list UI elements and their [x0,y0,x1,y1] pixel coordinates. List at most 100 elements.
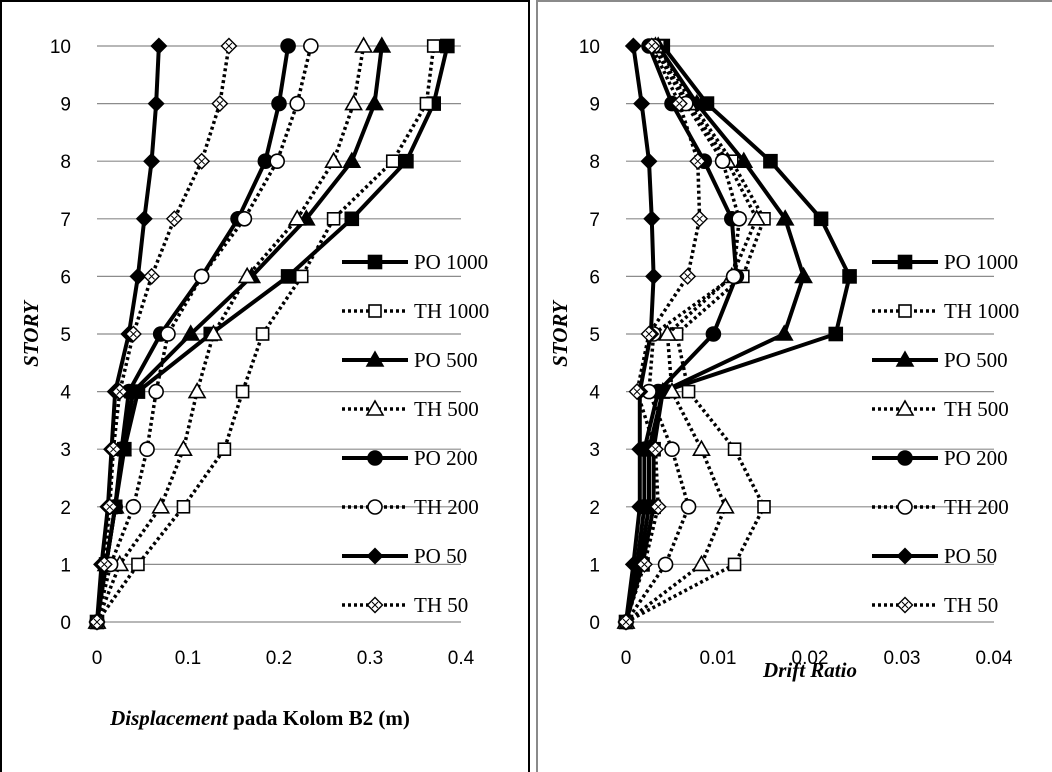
disp-point-th-1000 [217,442,232,457]
drift-legend-marker [897,450,913,466]
disp-legend-item-po-500: PO 500 [342,348,478,372]
drift-point-po-50 [643,210,661,228]
disp-point-th-500 [151,497,171,514]
disp-point-th-1000 [385,154,400,168]
drift-point-po-1000 [813,211,829,227]
drift-y-tick-label: 0 [589,613,600,634]
drift-point-po-50-shape [624,37,642,55]
drift-y-tick-label: 2 [589,498,600,519]
drift-ratio-chart: 0 1 2 3 4 5 6 7 8 9 10 0 0.01 0.02 0.03 0.04 PO 1000 TH … [548,36,1019,682]
disp-point-po-50-shape [143,152,161,170]
drift-point-th-50 [643,37,661,55]
disp-point-th-50 [211,95,229,113]
drift-x-tick-label: 0.01 [700,648,737,669]
disp-point-th-50 [111,383,129,401]
drift-point-th-50 [628,383,646,401]
displacement-x-axis-label: Displacement pada Kolom B2 (m) [109,706,410,730]
drift-point-th-50-cross [633,388,641,395]
drift-legend-item-th-1000: TH 1000 [872,299,1019,323]
drift-point-th-500 [662,381,682,399]
disp-point-po-500 [372,36,392,53]
drift-point-po-500 [734,151,754,168]
drift-y-tick-label: 3 [589,440,600,461]
disp-point-th-50-cross [130,330,137,338]
drift-legend-marker [898,304,912,318]
disp-point-th-1000 [255,327,270,341]
drift-legend-marker-cross [901,601,909,609]
drift-point-po-50-shape [631,498,649,516]
disp-y-tick-label: 0 [60,613,71,634]
disp-y-tick-label: 6 [60,267,71,288]
disp-point-po-50-shape [150,37,168,55]
disp-point-th-50-cross [100,561,108,568]
disp-series-th-50 [88,37,238,631]
disp-point-th-1000 [176,499,191,514]
drift-point-po-50 [631,440,649,458]
drift-point-po-200 [705,326,722,342]
disp-point-th-1000 [426,39,441,53]
disp-point-th-200 [160,326,176,342]
drift-point-th-50 [679,267,697,285]
drift-y-tick-label: 6 [589,267,600,288]
drift-point-po-500 [774,324,794,341]
disp-point-po-50-shape [147,95,165,113]
disp-legend-item-po-50: PO 50 [342,544,467,568]
drift-legend-label: TH 1000 [944,299,1019,323]
displacement-series [87,36,455,631]
drift-point-po-50 [645,267,663,285]
disp-legend-label: PO 200 [414,446,478,470]
disp-y-tick-label: 7 [60,210,71,231]
drift-y-axis-label: STORY [548,299,572,367]
disp-point-th-500 [287,209,307,226]
drift-legend-label: PO 50 [944,544,997,568]
drift-y-tick-label: 1 [589,555,600,576]
disp-y-tick-label: 2 [60,498,71,519]
drift-tick-labels: 0 1 2 3 4 5 6 7 8 9 10 0 0.01 0.02 0.03 0.04 [579,37,1013,669]
drift-x-tick-label: 0.02 [792,648,829,669]
drift-legend-label: PO 1000 [944,250,1018,274]
drift-point-th-200 [714,153,731,169]
drift-x-axis-label: Drift Ratio [762,658,857,682]
disp-point-th-200 [139,441,155,458]
drift-y-tick-label: 4 [589,383,600,404]
disp-y-tick-label: 5 [60,325,71,346]
disp-legend-marker [368,304,382,318]
drift-legend-label: PO 500 [944,348,1008,372]
drift-point-th-500 [658,324,677,341]
drift-point-po-50 [624,555,642,573]
disp-point-po-50 [135,210,153,228]
drift-point-th-1000 [681,384,696,399]
disp-y-tick-label: 3 [60,440,71,461]
drift-legend-marker [897,254,913,270]
drift-point-th-50-cross [684,273,691,280]
disp-legend-marker-shape [366,547,384,565]
disp-point-po-50 [129,267,147,285]
disp-legend-item-po-200: PO 200 [342,446,478,470]
drift-legend-marker [896,596,914,614]
drift-point-po-50 [624,37,642,55]
drift-point-po-50-shape [645,267,663,285]
drift-point-th-50-cross [694,157,702,165]
disp-point-th-50-cross [198,157,206,165]
right-panel-frame [536,0,1052,772]
disp-point-th-500 [204,324,223,341]
drift-legend-label: TH 500 [944,397,1009,421]
drift-point-po-50-shape [640,152,658,170]
drift-legend-item-po-1000: PO 1000 [872,250,1018,274]
drift-y-tick-label: 8 [589,152,600,173]
drift-point-th-50-cross [676,100,683,107]
disp-legend-marker [366,547,384,565]
disp-point-th-200 [193,268,210,285]
drift-point-th-50-cross [696,215,703,223]
disp-point-th-200 [303,38,319,54]
disp-point-th-50 [88,613,106,631]
drift-legend-marker [897,499,913,515]
disp-point-th-50-cross [110,445,117,453]
disp-point-th-50 [124,325,142,343]
drift-point-th-200 [680,498,697,515]
disp-point-po-1000 [399,153,414,169]
disp-point-po-50 [143,152,161,170]
disp-point-th-1000 [131,557,145,572]
drift-point-th-50 [689,152,707,170]
